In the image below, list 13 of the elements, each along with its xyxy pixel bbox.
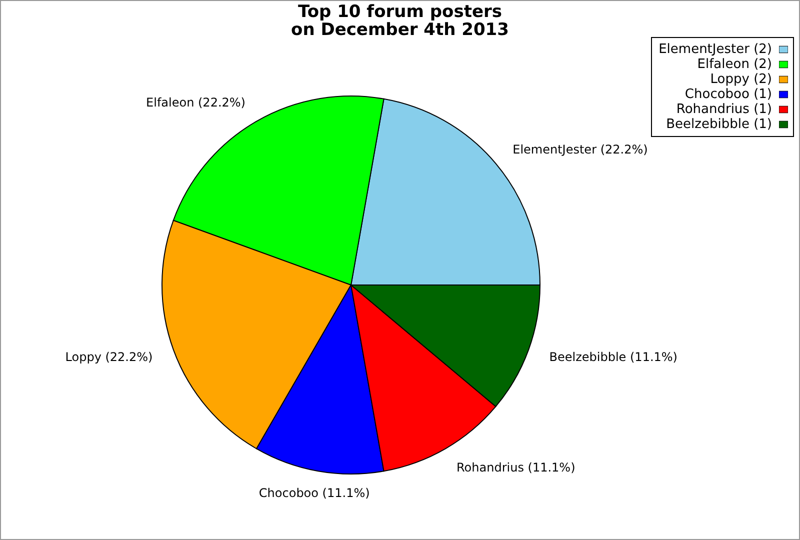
legend-label: Elfaleon (2)	[697, 57, 772, 72]
legend-label: ElementJester (2)	[658, 42, 772, 57]
data-label: Rohandrius (11.1%)	[456, 460, 576, 475]
data-label: Beelzebibble (11.1%)	[549, 350, 678, 364]
legend-label: Rohandrius (1)	[676, 102, 772, 117]
legend-label: Beelzebibble (1)	[666, 117, 772, 132]
data-label: Chocoboo (11.1%)	[258, 486, 370, 500]
data-label: Elfaleon (22.2%)	[146, 95, 246, 110]
legend-label: Chocoboo (1)	[684, 87, 772, 102]
data-label: ElementJester (22.2%)	[512, 142, 648, 156]
chart-title: Top 10 forum posters on December 4th 2013	[290, 2, 510, 40]
legend-label: Loppy (2)	[710, 72, 772, 87]
data-label: Loppy (22.2%)	[65, 350, 153, 364]
